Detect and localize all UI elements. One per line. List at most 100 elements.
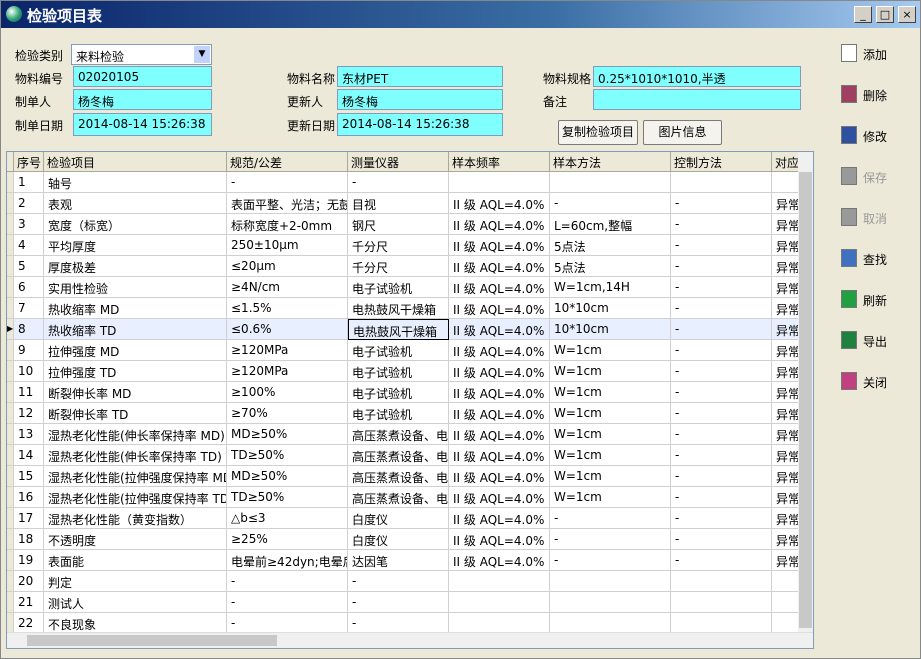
toolbar-button[interactable]: 保存	[837, 165, 897, 189]
grid-cell[interactable]: -	[227, 571, 348, 592]
toolbar-button[interactable]: 添加	[837, 42, 897, 66]
grid-cell[interactable]: 湿热老化性能(拉伸强度保持率 MD	[44, 466, 227, 487]
grid-cell[interactable]: 热收缩率 TD	[44, 319, 227, 340]
toolbar-button[interactable]: 修改	[837, 124, 897, 148]
grid-cell[interactable]: 表观	[44, 193, 227, 214]
grid-cell[interactable]: 高压蒸煮设备、电	[348, 466, 449, 487]
toolbar-button[interactable]: 取消	[837, 206, 897, 230]
grid-cell[interactable]: -	[671, 424, 772, 445]
grid-cell[interactable]: II 级 AQL=4.0%	[449, 508, 550, 529]
grid-cell[interactable]: 异常	[772, 235, 799, 256]
grid-cell[interactable]: 11	[14, 382, 44, 403]
grid-cell[interactable]: W=1cm	[550, 361, 671, 382]
maximize-button[interactable]: □	[876, 6, 894, 23]
grid-cell[interactable]: 2	[14, 193, 44, 214]
grid-cell[interactable]: 8	[14, 319, 44, 340]
grid-cell[interactable]: W=1cm,14H	[550, 277, 671, 298]
grid-cell[interactable]: -	[671, 214, 772, 235]
scroll-thumb[interactable]	[799, 172, 812, 628]
scroll-thumb[interactable]	[27, 635, 277, 646]
grid-cell[interactable]: -	[671, 340, 772, 361]
grid-cell[interactable]: 异常	[772, 340, 799, 361]
grid-cell[interactable]: -	[348, 571, 449, 592]
grid-cell[interactable]: 5点法	[550, 256, 671, 277]
grid-cell[interactable]: -	[550, 529, 671, 550]
grid-cell[interactable]: 标称宽度+2-0mm	[227, 214, 348, 235]
grid-cell[interactable]: II 级 AQL=4.0%	[449, 361, 550, 382]
grid-cell[interactable]: -	[671, 235, 772, 256]
text-field[interactable]: 02020105	[73, 66, 212, 87]
grid-cell[interactable]: 1	[14, 172, 44, 193]
grid-cell[interactable]: -	[348, 613, 449, 634]
grid-cell[interactable]: II 级 AQL=4.0%	[449, 277, 550, 298]
grid-cell[interactable]: -	[227, 613, 348, 634]
grid-cell[interactable]: W=1cm	[550, 382, 671, 403]
grid-cell[interactable]: W=1cm	[550, 445, 671, 466]
grid-cell[interactable]: 16	[14, 487, 44, 508]
toolbar-button[interactable]: 关闭	[837, 370, 897, 394]
grid-cell[interactable]: -	[671, 277, 772, 298]
grid-cell[interactable]: 17	[14, 508, 44, 529]
grid-cell[interactable]	[671, 592, 772, 613]
text-field[interactable]: 杨冬梅	[337, 89, 503, 110]
grid-cell[interactable]: 高压蒸煮设备、电	[348, 445, 449, 466]
grid-cell[interactable]: 异常	[772, 487, 799, 508]
grid-cell[interactable]: -	[671, 529, 772, 550]
grid-cell[interactable]	[772, 613, 799, 634]
grid-cell[interactable]: 不良现象	[44, 613, 227, 634]
grid-cell[interactable]: 异常	[772, 529, 799, 550]
grid-cell[interactable]	[772, 592, 799, 613]
grid-cell[interactable]: 15	[14, 466, 44, 487]
toolbar-button[interactable]: 删除	[837, 83, 897, 107]
toolbar-button[interactable]: 导出	[837, 329, 897, 353]
grid-cell[interactable]: 白度仪	[348, 508, 449, 529]
grid-cell[interactable]: 达因笔	[348, 550, 449, 571]
grid-cell[interactable]	[550, 613, 671, 634]
grid-cell[interactable]: 平均厚度	[44, 235, 227, 256]
grid-cell[interactable]: 异常	[772, 466, 799, 487]
grid-cell[interactable]	[449, 571, 550, 592]
grid-cell[interactable]: 湿热老化性能(伸长率保持率 TD)	[44, 445, 227, 466]
grid-cell[interactable]: ≤1.5%	[227, 298, 348, 319]
grid-cell[interactable]: 湿热老化性能（黄变指数）	[44, 508, 227, 529]
grid-cell[interactable]: W=1cm	[550, 340, 671, 361]
grid-cell[interactable]: 14	[14, 445, 44, 466]
grid-cell[interactable]: 5	[14, 256, 44, 277]
grid-cell[interactable]: 实用性检验	[44, 277, 227, 298]
grid-cell[interactable]	[550, 592, 671, 613]
grid-cell[interactable]: 电子试验机	[348, 340, 449, 361]
grid-cell[interactable]: 6	[14, 277, 44, 298]
grid-cell[interactable]: II 级 AQL=4.0%	[449, 529, 550, 550]
grid-cell[interactable]	[550, 571, 671, 592]
grid-cell[interactable]: 22	[14, 613, 44, 634]
grid-cell[interactable]: 异常	[772, 424, 799, 445]
grid-cell[interactable]: 异常	[772, 445, 799, 466]
grid-cell[interactable]: II 级 AQL=4.0%	[449, 340, 550, 361]
grid-cell[interactable]: 异常	[772, 277, 799, 298]
grid-cell[interactable]: 拉伸强度 MD	[44, 340, 227, 361]
grid-cell[interactable]: -	[671, 466, 772, 487]
grid-cell[interactable]: -	[550, 193, 671, 214]
grid-cell[interactable]: ≤0.6%	[227, 319, 348, 340]
grid-cell[interactable]: 断裂伸长率 MD	[44, 382, 227, 403]
grid-cell[interactable]	[671, 571, 772, 592]
grid-cell[interactable]: W=1cm	[550, 424, 671, 445]
text-field[interactable]	[593, 89, 801, 110]
grid-cell[interactable]: ≥120MPa	[227, 340, 348, 361]
grid-cell[interactable]: 拉伸强度 TD	[44, 361, 227, 382]
grid-cell[interactable]: 电子试验机	[348, 382, 449, 403]
grid-cell[interactable]: TD≥50%	[227, 487, 348, 508]
toolbar-button[interactable]: 刷新	[837, 288, 897, 312]
grid-cell[interactable]: 湿热老化性能(拉伸强度保持率 TD	[44, 487, 227, 508]
grid-cell[interactable]: 电子试验机	[348, 277, 449, 298]
grid-cell[interactable]: 12	[14, 403, 44, 424]
grid-cell[interactable]: 目视	[348, 193, 449, 214]
toolbar-button[interactable]: 查找	[837, 247, 897, 271]
grid-cell[interactable]: 测试人	[44, 592, 227, 613]
text-field[interactable]: 杨冬梅	[73, 89, 212, 110]
grid-cell[interactable]: -	[671, 256, 772, 277]
grid-cell[interactable]: 4	[14, 235, 44, 256]
grid-cell[interactable]: -	[671, 403, 772, 424]
grid-cell[interactable]: 异常	[772, 193, 799, 214]
grid-cell[interactable]: ≥25%	[227, 529, 348, 550]
